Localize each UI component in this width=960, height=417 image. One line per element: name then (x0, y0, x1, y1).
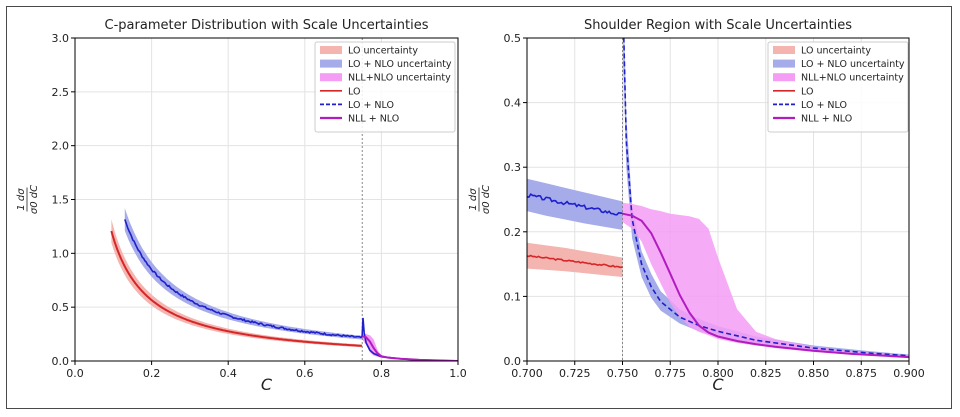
legend-label: LO (801, 86, 813, 97)
x-axis-label: C (712, 375, 724, 394)
y-axis-label-numerator: 1 dσ (468, 188, 479, 211)
y-tick-label: 3.0 (52, 32, 70, 45)
legend-box (314, 41, 456, 133)
line-lo-nlo (124, 219, 458, 361)
legend-label: NLL + NLO (801, 114, 852, 125)
x-tick-label: 0.875 (846, 367, 878, 380)
y-tick-label: 1.5 (52, 194, 70, 207)
chart-title: Shoulder Region with Scale Uncertainties (584, 18, 852, 33)
legend-swatch (773, 73, 795, 82)
y-tick-label: 0.5 (504, 32, 522, 45)
x-tick-label: 0.775 (655, 367, 687, 380)
x-tick-label: 0.725 (559, 367, 591, 380)
y-tick-label: 2.0 (52, 140, 70, 153)
figure-frame (6, 6, 952, 409)
y-tick-label: 0.1 (504, 290, 522, 303)
x-axis-label: C (261, 375, 273, 394)
x-tick-label: 0.2 (143, 367, 161, 380)
legend-label: LO + NLO uncertainty (801, 59, 905, 70)
line-nll-nlo (622, 212, 909, 359)
y-axis-label: 1 dσ σ0 dC (16, 185, 40, 214)
chart-title: C-parameter Distribution with Scale Unce… (105, 18, 429, 33)
line-nll-nlo (362, 335, 458, 361)
legend-label: NLL + NLO (348, 114, 399, 125)
legend-swatch (773, 46, 795, 54)
y-tick-label: 0.3 (504, 161, 522, 174)
legend-label: LO uncertainty (801, 46, 871, 57)
right-chart: 0.700 0.725 0.750 0.775 0.800 0.825 0.850 0.875… (468, 18, 925, 394)
y-axis-label-numerator: 1 dσ (16, 188, 27, 211)
x-tick-label: 0.0 (66, 367, 84, 380)
y-axis-label: 1 dσ σ0 dC (468, 185, 492, 214)
y-tick-label: 0.0 (52, 355, 70, 368)
line-lo-nlo-solid-part (527, 192, 623, 216)
y-axis-label-denominator: σ0 dC (29, 185, 40, 214)
y-axis-label-denominator: σ0 dC (481, 185, 492, 214)
line-lo (527, 254, 623, 269)
line-lo (110, 230, 362, 347)
x-tick-label: 0.6 (296, 367, 314, 380)
x-tick-label: 0.4 (219, 367, 237, 380)
plot-layer (527, 38, 909, 361)
legend-label: NLL+NLO uncertainty (801, 73, 904, 84)
legend-swatch (320, 46, 342, 54)
plot-layer (110, 38, 458, 361)
band-lo-uncertainty (527, 242, 623, 277)
x-tick-label: 0.8 (373, 367, 391, 380)
legend-label: LO (348, 86, 360, 97)
legend-swatch (773, 59, 795, 68)
legend-label: NLL+NLO uncertainty (348, 73, 451, 84)
x-tick-label: 0.850 (798, 367, 830, 380)
legend-label: LO + NLO (348, 100, 394, 111)
x-tick-label: 0.700 (511, 367, 543, 380)
legend-box (767, 41, 909, 133)
x-tick-label: 1.0 (449, 367, 467, 380)
line-lo-nlo-dashed-part (623, 38, 909, 357)
legend-label: LO uncertainty (348, 46, 418, 57)
y-tick-label: 1.0 (52, 247, 70, 260)
x-tick-label: 0.825 (750, 367, 782, 380)
legend-swatch (320, 73, 342, 82)
y-tick-label: 0.2 (504, 226, 522, 239)
x-tick-label: 0.900 (893, 367, 925, 380)
x-tick-label: 0.800 (702, 367, 734, 380)
left-chart: 0.0 0.2 0.4 0.6 0.8 1.0 0.0 0.5 1.0 1.5 2.0 2.5 3.0 C… (16, 18, 467, 394)
y-tick-label: 0.4 (504, 97, 522, 110)
y-tick-label: 0.5 (52, 301, 70, 314)
legend-swatch (320, 59, 342, 68)
legend-label: LO + NLO (801, 100, 847, 111)
legend-label: LO + NLO uncertainty (348, 59, 452, 70)
y-tick-label: 2.5 (52, 86, 70, 99)
y-tick-label: 0.0 (504, 355, 522, 368)
x-tick-label: 0.750 (607, 367, 639, 380)
band-lo-nlo-uncertainty (527, 38, 909, 358)
